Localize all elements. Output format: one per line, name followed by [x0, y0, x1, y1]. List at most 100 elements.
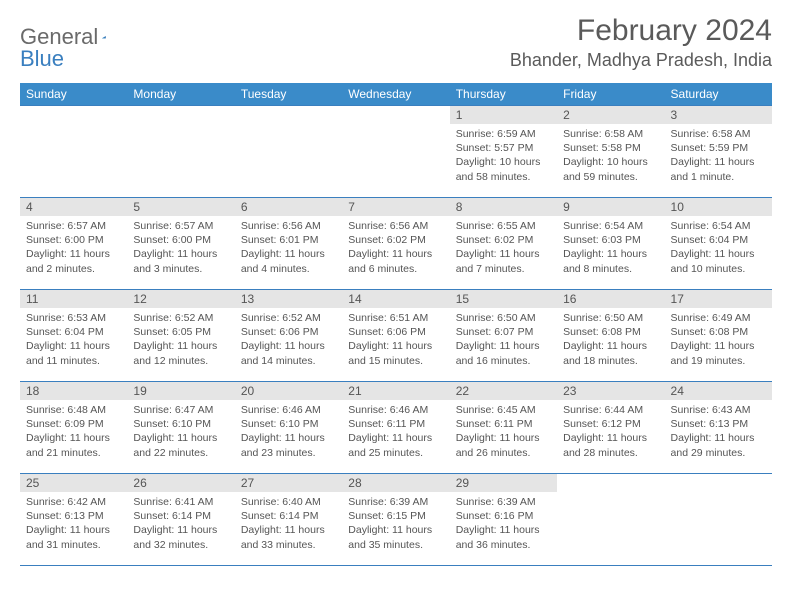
day-details: Sunrise: 6:58 AMSunset: 5:59 PMDaylight:… [665, 124, 772, 187]
sunrise-text: Sunrise: 6:50 AM [456, 311, 551, 325]
day-number: 14 [342, 290, 449, 308]
day-number: 15 [450, 290, 557, 308]
daylight-text: Daylight: 11 hours and 26 minutes. [456, 431, 551, 459]
daylight-text: Daylight: 11 hours and 21 minutes. [26, 431, 121, 459]
day-number: 16 [557, 290, 664, 308]
day-details: Sunrise: 6:55 AMSunset: 6:02 PMDaylight:… [450, 216, 557, 279]
daylight-text: Daylight: 11 hours and 12 minutes. [133, 339, 228, 367]
sunset-text: Sunset: 5:58 PM [563, 141, 658, 155]
sunset-text: Sunset: 5:59 PM [671, 141, 766, 155]
sunrise-text: Sunrise: 6:45 AM [456, 403, 551, 417]
calendar-cell: 6Sunrise: 6:56 AMSunset: 6:01 PMDaylight… [235, 198, 342, 290]
daylight-text: Daylight: 11 hours and 32 minutes. [133, 523, 228, 551]
calendar-cell: 11Sunrise: 6:53 AMSunset: 6:04 PMDayligh… [20, 290, 127, 382]
sunset-text: Sunset: 6:00 PM [133, 233, 228, 247]
day-details: Sunrise: 6:59 AMSunset: 5:57 PMDaylight:… [450, 124, 557, 187]
sunset-text: Sunset: 6:04 PM [671, 233, 766, 247]
day-details: Sunrise: 6:47 AMSunset: 6:10 PMDaylight:… [127, 400, 234, 463]
day-details: Sunrise: 6:43 AMSunset: 6:13 PMDaylight:… [665, 400, 772, 463]
daylight-text: Daylight: 11 hours and 15 minutes. [348, 339, 443, 367]
page-header: General February 2024 Bhander, Madhya Pr… [20, 14, 772, 71]
sunset-text: Sunset: 6:08 PM [671, 325, 766, 339]
logo-word2: Blue [20, 46, 64, 72]
day-details: Sunrise: 6:54 AMSunset: 6:03 PMDaylight:… [557, 216, 664, 279]
sunset-text: Sunset: 6:06 PM [348, 325, 443, 339]
sunset-text: Sunset: 6:11 PM [456, 417, 551, 431]
title-block: February 2024 Bhander, Madhya Pradesh, I… [510, 14, 772, 71]
sunset-text: Sunset: 6:02 PM [348, 233, 443, 247]
calendar-cell: 5Sunrise: 6:57 AMSunset: 6:00 PMDaylight… [127, 198, 234, 290]
calendar-cell: 19Sunrise: 6:47 AMSunset: 6:10 PMDayligh… [127, 382, 234, 474]
sunrise-text: Sunrise: 6:55 AM [456, 219, 551, 233]
calendar-cell: 7Sunrise: 6:56 AMSunset: 6:02 PMDaylight… [342, 198, 449, 290]
daylight-text: Daylight: 11 hours and 22 minutes. [133, 431, 228, 459]
day-details: Sunrise: 6:42 AMSunset: 6:13 PMDaylight:… [20, 492, 127, 555]
day-number: 19 [127, 382, 234, 400]
calendar-cell: 10Sunrise: 6:54 AMSunset: 6:04 PMDayligh… [665, 198, 772, 290]
sunset-text: Sunset: 6:13 PM [26, 509, 121, 523]
day-details: Sunrise: 6:53 AMSunset: 6:04 PMDaylight:… [20, 308, 127, 371]
sunrise-text: Sunrise: 6:42 AM [26, 495, 121, 509]
day-header: Monday [127, 83, 234, 106]
day-number: 12 [127, 290, 234, 308]
calendar-cell [342, 106, 449, 198]
day-details: Sunrise: 6:52 AMSunset: 6:05 PMDaylight:… [127, 308, 234, 371]
sunrise-text: Sunrise: 6:44 AM [563, 403, 658, 417]
daylight-text: Daylight: 11 hours and 10 minutes. [671, 247, 766, 275]
sunset-text: Sunset: 6:08 PM [563, 325, 658, 339]
daylight-text: Daylight: 11 hours and 1 minute. [671, 155, 766, 183]
day-details: Sunrise: 6:57 AMSunset: 6:00 PMDaylight:… [127, 216, 234, 279]
daylight-text: Daylight: 11 hours and 35 minutes. [348, 523, 443, 551]
sunrise-text: Sunrise: 6:58 AM [671, 127, 766, 141]
day-number: 29 [450, 474, 557, 492]
calendar-cell: 12Sunrise: 6:52 AMSunset: 6:05 PMDayligh… [127, 290, 234, 382]
day-header-row: Sunday Monday Tuesday Wednesday Thursday… [20, 83, 772, 106]
daylight-text: Daylight: 11 hours and 6 minutes. [348, 247, 443, 275]
daylight-text: Daylight: 11 hours and 31 minutes. [26, 523, 121, 551]
day-details: Sunrise: 6:56 AMSunset: 6:02 PMDaylight:… [342, 216, 449, 279]
day-details: Sunrise: 6:50 AMSunset: 6:08 PMDaylight:… [557, 308, 664, 371]
day-details: Sunrise: 6:39 AMSunset: 6:15 PMDaylight:… [342, 492, 449, 555]
day-details: Sunrise: 6:56 AMSunset: 6:01 PMDaylight:… [235, 216, 342, 279]
daylight-text: Daylight: 11 hours and 7 minutes. [456, 247, 551, 275]
daylight-text: Daylight: 11 hours and 4 minutes. [241, 247, 336, 275]
sunrise-text: Sunrise: 6:52 AM [133, 311, 228, 325]
sunset-text: Sunset: 6:16 PM [456, 509, 551, 523]
calendar-cell [20, 106, 127, 198]
location-subtitle: Bhander, Madhya Pradesh, India [510, 50, 772, 71]
day-number: 21 [342, 382, 449, 400]
calendar-cell: 13Sunrise: 6:52 AMSunset: 6:06 PMDayligh… [235, 290, 342, 382]
daylight-text: Daylight: 11 hours and 18 minutes. [563, 339, 658, 367]
day-details: Sunrise: 6:46 AMSunset: 6:11 PMDaylight:… [342, 400, 449, 463]
calendar-cell: 3Sunrise: 6:58 AMSunset: 5:59 PMDaylight… [665, 106, 772, 198]
sunset-text: Sunset: 6:07 PM [456, 325, 551, 339]
daylight-text: Daylight: 11 hours and 3 minutes. [133, 247, 228, 275]
calendar-week-row: 18Sunrise: 6:48 AMSunset: 6:09 PMDayligh… [20, 382, 772, 474]
day-details: Sunrise: 6:45 AMSunset: 6:11 PMDaylight:… [450, 400, 557, 463]
calendar-cell [235, 106, 342, 198]
day-details: Sunrise: 6:44 AMSunset: 6:12 PMDaylight:… [557, 400, 664, 463]
sunrise-text: Sunrise: 6:43 AM [671, 403, 766, 417]
calendar-cell: 17Sunrise: 6:49 AMSunset: 6:08 PMDayligh… [665, 290, 772, 382]
calendar-cell: 2Sunrise: 6:58 AMSunset: 5:58 PMDaylight… [557, 106, 664, 198]
day-number: 20 [235, 382, 342, 400]
day-details: Sunrise: 6:48 AMSunset: 6:09 PMDaylight:… [20, 400, 127, 463]
sunset-text: Sunset: 6:09 PM [26, 417, 121, 431]
calendar-cell [665, 474, 772, 566]
daylight-text: Daylight: 11 hours and 25 minutes. [348, 431, 443, 459]
sunrise-text: Sunrise: 6:48 AM [26, 403, 121, 417]
sunrise-text: Sunrise: 6:39 AM [456, 495, 551, 509]
sunrise-text: Sunrise: 6:57 AM [133, 219, 228, 233]
sunrise-text: Sunrise: 6:46 AM [241, 403, 336, 417]
calendar-cell [557, 474, 664, 566]
calendar-cell: 26Sunrise: 6:41 AMSunset: 6:14 PMDayligh… [127, 474, 234, 566]
sunset-text: Sunset: 6:15 PM [348, 509, 443, 523]
sunset-text: Sunset: 6:05 PM [133, 325, 228, 339]
day-number: 10 [665, 198, 772, 216]
day-header: Sunday [20, 83, 127, 106]
sunrise-text: Sunrise: 6:58 AM [563, 127, 658, 141]
sunrise-text: Sunrise: 6:57 AM [26, 219, 121, 233]
daylight-text: Daylight: 11 hours and 29 minutes. [671, 431, 766, 459]
sunrise-text: Sunrise: 6:49 AM [671, 311, 766, 325]
sunset-text: Sunset: 6:13 PM [671, 417, 766, 431]
